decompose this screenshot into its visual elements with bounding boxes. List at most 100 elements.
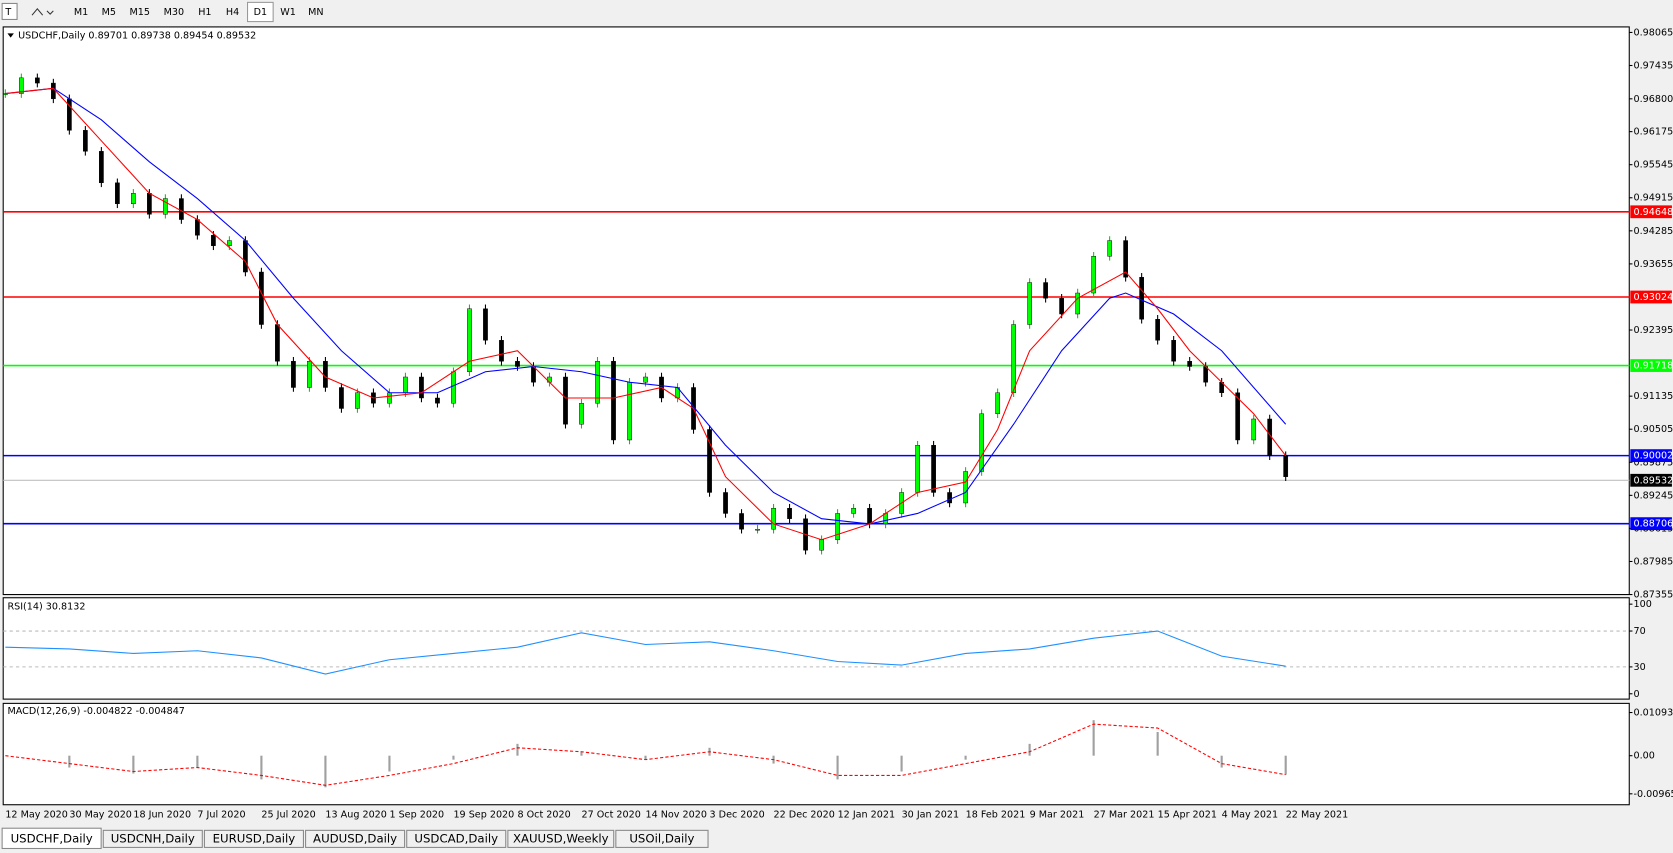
tab-label[interactable]: USDCHF,Daily — [11, 831, 93, 845]
x-tick-label: 1 Sep 2020 — [389, 809, 444, 820]
macd-bar — [964, 755, 967, 760]
y-tick-label: 100 — [1634, 599, 1652, 610]
timeframe-button[interactable]: M30 — [164, 7, 185, 18]
timeframe-button[interactable]: MN — [308, 7, 323, 18]
candle — [1235, 392, 1241, 441]
candle — [579, 403, 584, 425]
candle — [755, 528, 760, 531]
timeframe-button[interactable]: M15 — [130, 7, 151, 18]
candle — [275, 324, 280, 362]
tool-icon[interactable] — [31, 7, 54, 16]
candle — [147, 193, 152, 215]
candle — [947, 492, 952, 504]
candle — [595, 361, 600, 404]
tab[interactable] — [102, 829, 203, 848]
y-tick-label: 0.98065 — [1634, 27, 1673, 38]
x-tick-label: 22 Dec 2020 — [774, 809, 835, 820]
price-tag — [1630, 473, 1672, 487]
panel-title: RSI(14) 30.8132 — [7, 601, 85, 612]
candle — [483, 308, 488, 341]
candle — [1059, 298, 1064, 315]
candle — [387, 392, 392, 404]
level-tag — [1630, 205, 1672, 219]
panel-title: USDCHF,Daily 0.89701 0.89738 0.89454 0.8… — [18, 30, 256, 41]
candle — [1011, 324, 1016, 393]
tab[interactable] — [1, 827, 102, 850]
macd-bar — [580, 751, 583, 756]
tab-label[interactable]: USDCAD,Daily — [414, 831, 498, 845]
candle — [211, 235, 216, 246]
timeframe-button[interactable]: H4 — [226, 7, 239, 18]
x-tick-label: 15 Apr 2021 — [1158, 809, 1217, 820]
timeframe-button[interactable]: M5 — [102, 7, 116, 18]
main-panel — [2, 26, 1630, 596]
y-tick-label: 0.96175 — [1634, 127, 1673, 138]
timeframe-button[interactable]: D1 — [254, 7, 268, 18]
tab[interactable] — [507, 829, 615, 848]
collapse-arrow[interactable] — [7, 33, 14, 38]
tab[interactable] — [406, 829, 507, 848]
x-tick-label: 7 Jul 2020 — [197, 809, 245, 820]
candle — [835, 513, 840, 540]
macd-bar — [1092, 720, 1095, 756]
candle — [1075, 292, 1080, 315]
candle — [83, 130, 88, 152]
candle — [1171, 340, 1177, 362]
timeframe-button[interactable]: H1 — [198, 7, 211, 18]
y-tick-label: 70 — [1634, 626, 1646, 637]
candle — [1027, 282, 1032, 325]
candle — [1107, 240, 1112, 257]
candle — [355, 392, 360, 409]
candle — [915, 445, 920, 493]
moving-average — [5, 87, 1287, 525]
candle — [131, 193, 136, 205]
toolbar — [0, 0, 1673, 24]
x-tick-label: 4 May 2021 — [1222, 809, 1278, 820]
candle — [867, 507, 872, 525]
x-tick-label: 18 Feb 2021 — [966, 809, 1026, 820]
tab-label[interactable]: USDCNH,Daily — [111, 831, 195, 845]
x-tick-label: 27 Mar 2021 — [1094, 809, 1155, 820]
macd-bar — [644, 755, 647, 760]
candle — [931, 445, 936, 493]
candle — [419, 376, 424, 399]
tab[interactable] — [305, 829, 406, 848]
tab[interactable] — [615, 829, 709, 848]
tab[interactable] — [203, 829, 304, 848]
candle — [707, 429, 712, 493]
tab-label[interactable]: USOil,Daily — [629, 831, 694, 845]
y-tick-label: 0.97435 — [1634, 60, 1673, 71]
price-label: 0.89532 — [1634, 475, 1673, 486]
candle — [1187, 361, 1193, 367]
tool-icon[interactable] — [1, 2, 18, 20]
y-tick-label: 0.89245 — [1634, 490, 1673, 501]
macd-bar — [196, 755, 199, 768]
candle — [307, 361, 312, 388]
level-tag — [1630, 359, 1672, 372]
candle — [1091, 256, 1096, 294]
x-tick-label: 18 Jun 2020 — [133, 809, 191, 820]
y-tick-label: 30 — [1634, 662, 1646, 673]
macd-bar — [1156, 732, 1159, 756]
macd-bar — [900, 755, 903, 772]
tab-label[interactable]: AUDUSD,Daily — [313, 831, 397, 845]
tab-label[interactable]: EURUSD,Daily — [213, 831, 296, 845]
candle — [243, 240, 248, 273]
macd-bar — [388, 755, 391, 772]
candle — [435, 397, 440, 404]
level-label: 0.91718 — [1634, 361, 1673, 372]
candle — [51, 82, 56, 100]
y-tick-label: 0.92395 — [1634, 325, 1673, 336]
x-tick-label: 30 May 2020 — [69, 809, 132, 820]
candle — [195, 219, 200, 236]
macd-bar — [516, 743, 519, 756]
timeframe-button[interactable]: M1 — [74, 7, 88, 18]
level-tag — [1630, 517, 1672, 531]
macd-bar — [260, 755, 263, 780]
tab-label[interactable]: XAUUSD,Weekly — [513, 831, 609, 845]
candle — [739, 513, 744, 530]
candle — [227, 240, 232, 246]
candle — [1123, 240, 1128, 278]
candle — [627, 382, 632, 441]
timeframe-button[interactable]: W1 — [280, 7, 296, 18]
